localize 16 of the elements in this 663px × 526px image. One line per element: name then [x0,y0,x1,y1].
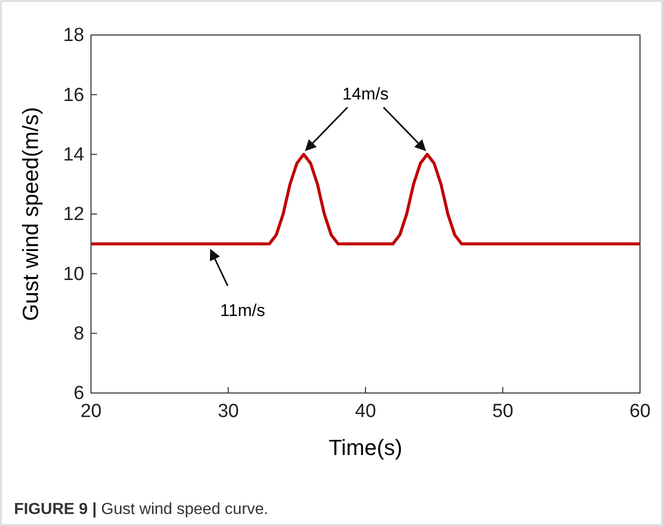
y-tick-label: 14 [63,144,85,166]
x-axis-title: Time(s) [328,435,402,460]
annotation: 14m/s [342,84,389,104]
y-tick-label: 8 [74,323,84,344]
line-series [90,152,642,246]
x-tick-label: 30 [218,400,239,422]
x-tick-label: 50 [492,400,514,422]
y-tick-label: 10 [63,264,84,285]
x-tick-label: 40 [354,400,376,422]
annotation: 11m/s [220,300,266,320]
x-tick-label: 60 [629,400,651,422]
caption: FIGURE 9 | Gust wind speed curve. [14,501,268,518]
y-tick-label: 16 [63,84,84,106]
y-tick-label: 18 [63,25,84,46]
y-tick-label: 12 [63,204,84,226]
y-axis-title: Gust wind speed(m/s) [18,107,43,321]
